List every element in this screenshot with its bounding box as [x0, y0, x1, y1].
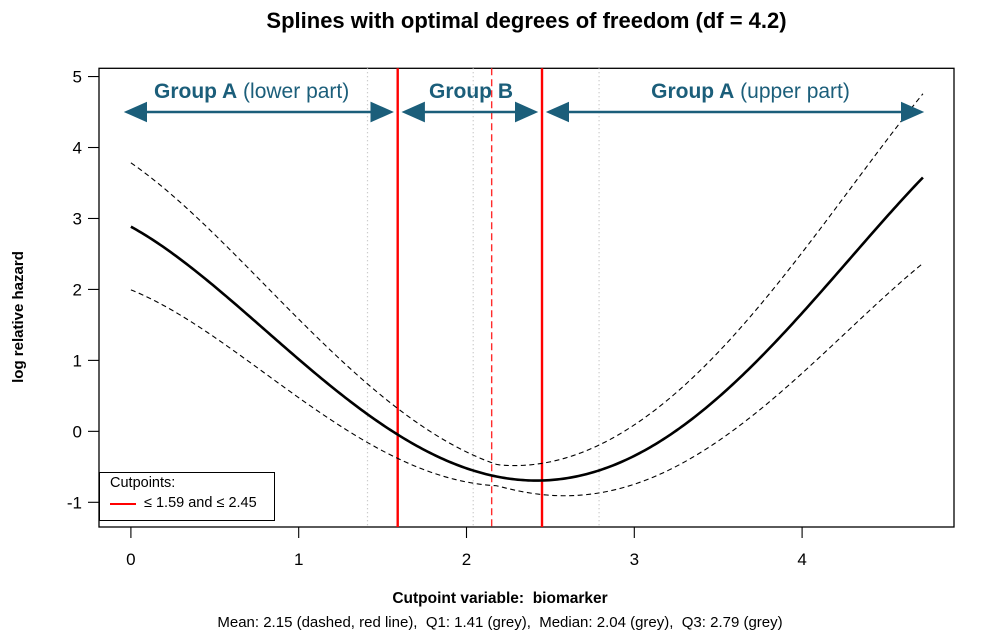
svg-text:0: 0 [73, 422, 82, 441]
svg-text:2: 2 [462, 550, 471, 569]
svg-text:4: 4 [73, 139, 82, 158]
svg-text:5: 5 [73, 68, 82, 87]
svg-text:1: 1 [294, 550, 303, 569]
svg-text:4: 4 [797, 550, 806, 569]
svg-text:3: 3 [73, 209, 82, 228]
svg-text:1: 1 [73, 351, 82, 370]
svg-text:0: 0 [126, 550, 135, 569]
svg-text:3: 3 [630, 550, 639, 569]
svg-text:-1: -1 [67, 493, 82, 512]
svg-text:2: 2 [73, 280, 82, 299]
